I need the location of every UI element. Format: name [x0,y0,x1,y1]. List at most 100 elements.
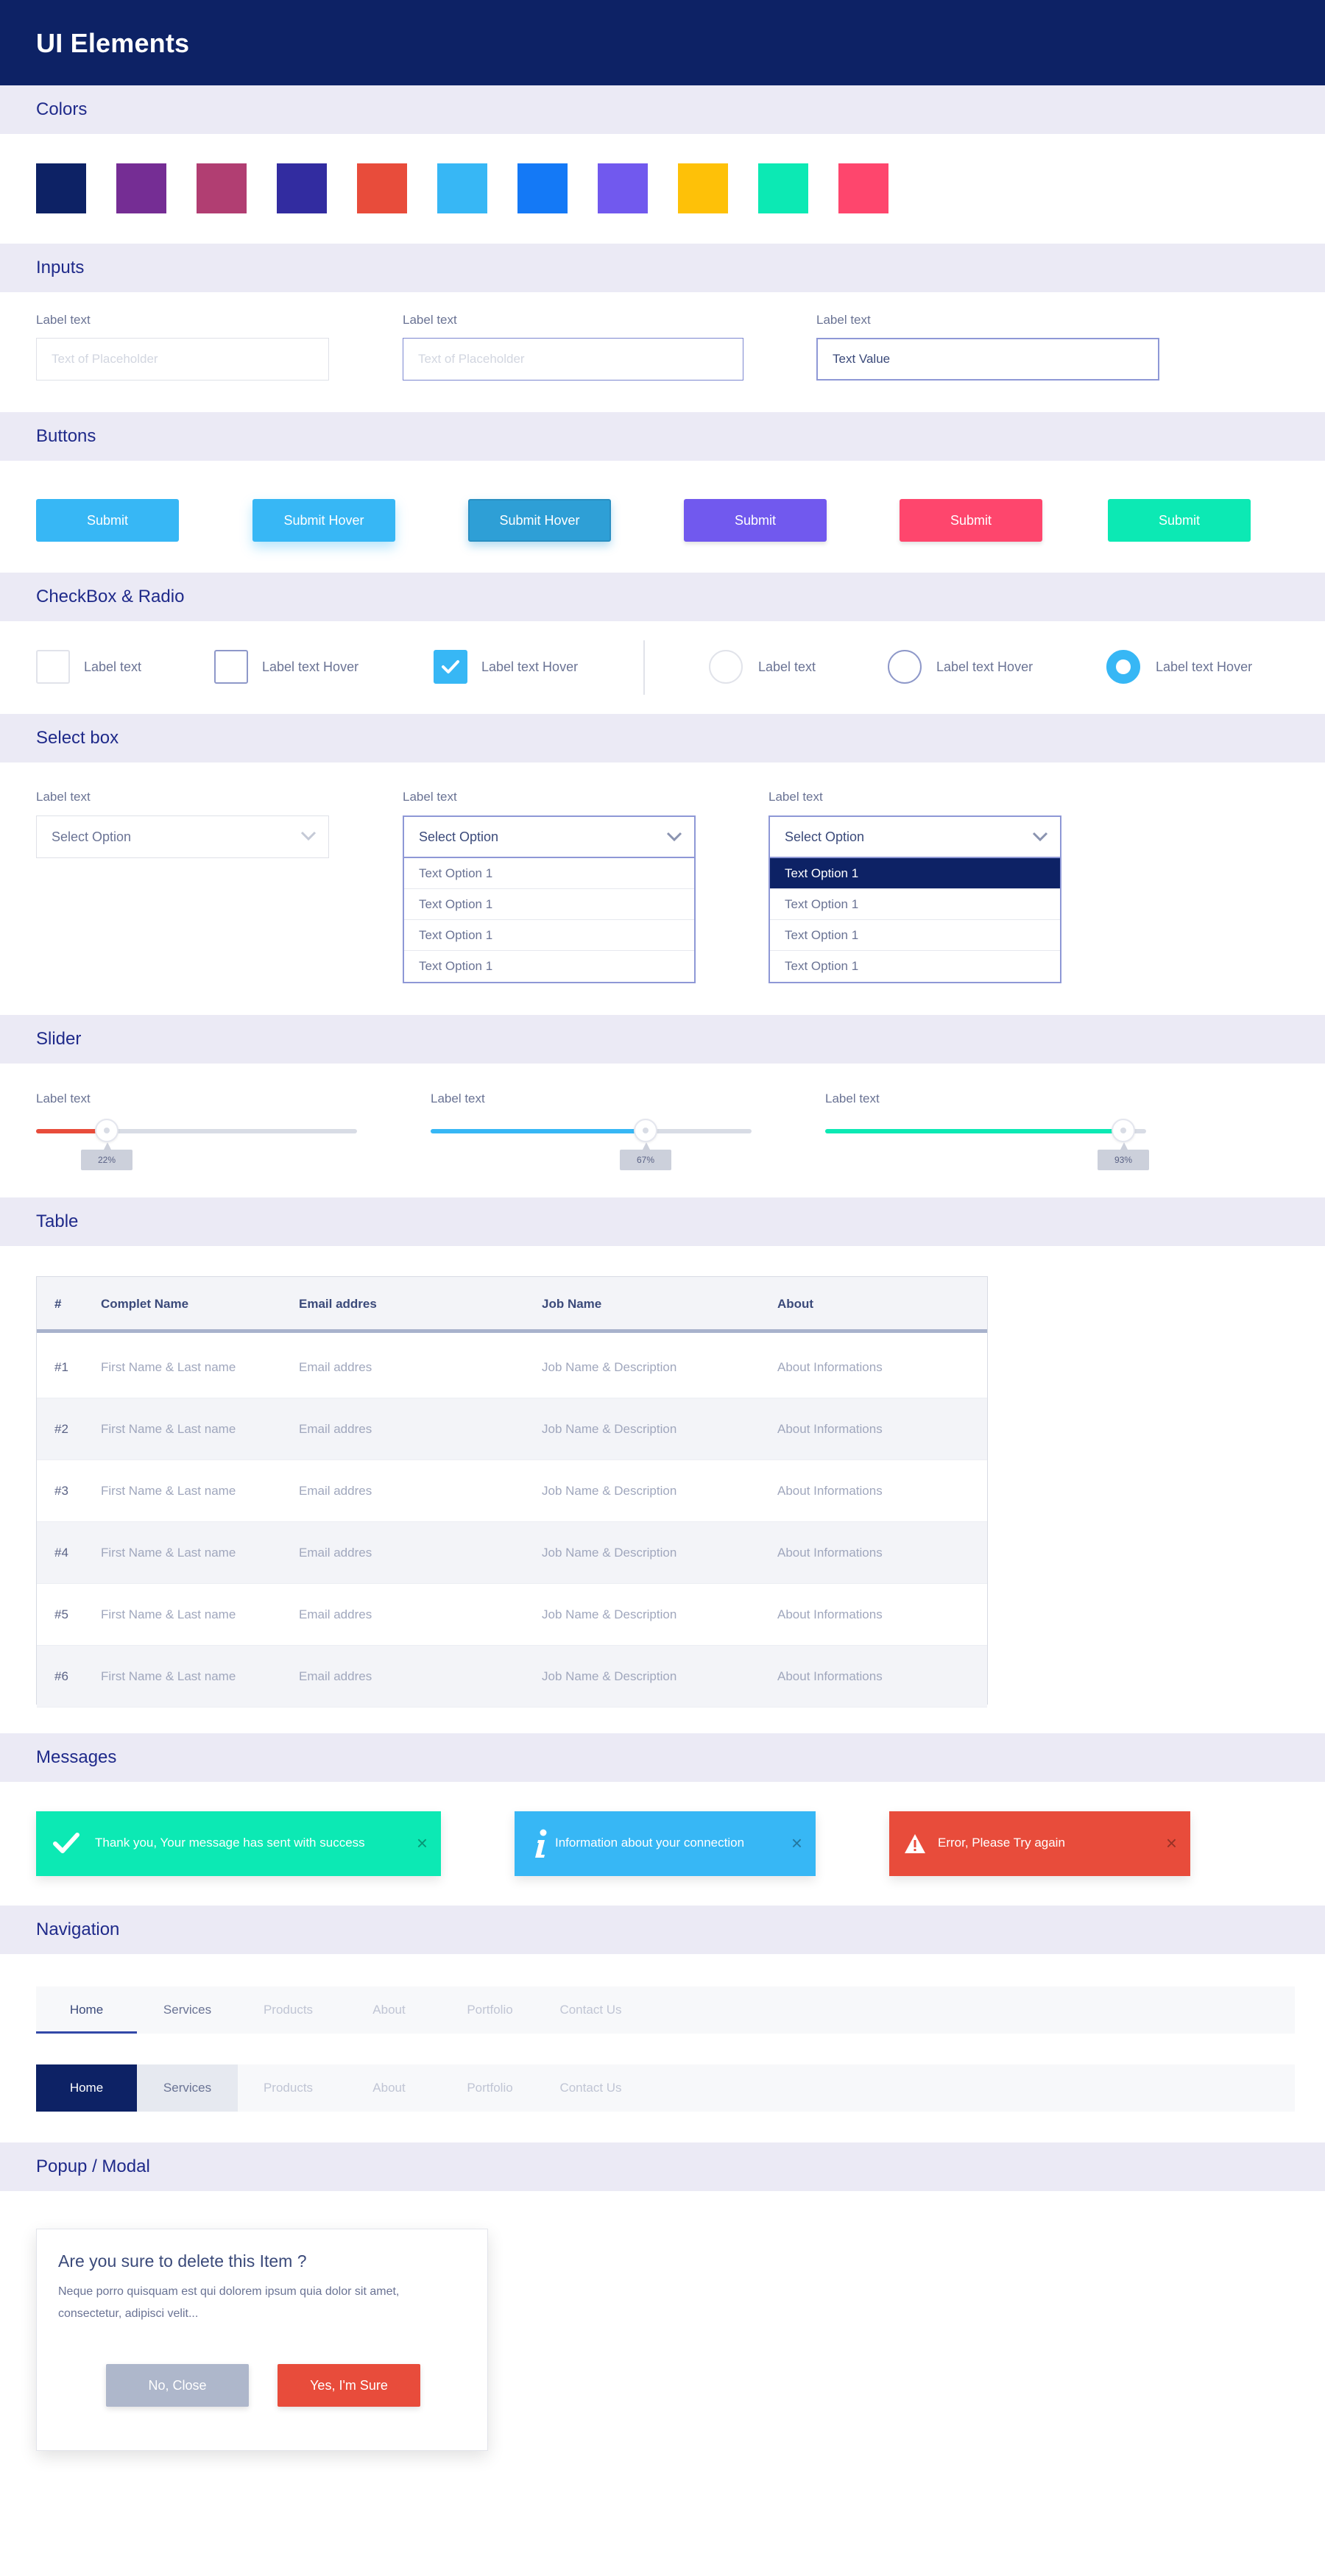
color-swatch [517,163,568,213]
text-input-default[interactable]: Text of Placeholder [36,338,329,381]
table-header: # Complet Name Email addres Job Name Abo… [37,1277,987,1333]
color-swatch [116,163,166,213]
submit-button[interactable]: Submit [36,499,179,542]
table-cell: Job Name & Description [542,1669,677,1683]
nav-item-contact[interactable]: Contact Us [559,2003,622,2017]
color-swatch [437,163,487,213]
slider-handle[interactable] [95,1119,119,1142]
table-row: #4 First Name & Last name Email addres Job … [37,1522,987,1584]
slider-label: Label text [431,1091,485,1105]
input-label: Label text [816,313,871,327]
section-checkbox-radio: CheckBox & Radio [0,573,1325,621]
table-row: #2 First Name & Last name Email addres Job … [37,1398,987,1460]
message-text: Information about your connection [555,1836,745,1850]
select-label: Label text [36,790,91,804]
section-title: Popup / Modal [36,2156,150,2176]
submit-pressed-button[interactable]: Submit Hover [468,499,611,542]
close-icon[interactable]: × [1165,1832,1177,1854]
checkbox-hover[interactable] [214,650,248,684]
select-option[interactable]: Text Option 1 [770,920,1060,951]
submit-pink-button[interactable]: Submit [900,499,1042,542]
section-messages: Messages [0,1733,1325,1782]
close-icon[interactable]: × [791,1832,802,1854]
text-input-hover[interactable]: Text of Placeholder [403,338,743,381]
table-cell: About Informations [777,1607,883,1621]
checkbox-default[interactable] [36,650,70,684]
table-cell: Email addres [299,1669,372,1683]
section-select: Select box [0,714,1325,762]
nav-item-portfolio[interactable]: Portfolio [467,2081,513,2095]
column-header: # [54,1297,62,1311]
slider-track[interactable] [431,1119,752,1142]
slider-track[interactable] [825,1119,1146,1142]
nav-item-about[interactable]: About [372,2003,406,2017]
color-swatch [197,163,247,213]
table-cell: #2 [54,1422,68,1436]
checkbox-label: Label text Hover [481,659,579,674]
slider-handle[interactable] [634,1119,657,1142]
radio-hover[interactable] [888,650,922,684]
nav-item-home[interactable]: Home [36,2064,137,2112]
submit-purple-button[interactable]: Submit [684,499,827,542]
text-input-filled[interactable]: Text Value [816,338,1159,381]
radio-label: Label text [758,659,816,674]
select-option[interactable]: Text Option 1 [404,858,694,889]
select-option[interactable]: Text Option 1 [404,920,694,951]
page-title: UI Elements [36,28,190,58]
table-row: #6 First Name & Last name Email addres Job … [37,1646,987,1708]
submit-green-button[interactable]: Submit [1108,499,1251,542]
select-closed[interactable]: Select Option [36,815,329,858]
table-row: #1 First Name & Last name Email addres Job … [37,1337,987,1398]
select-open-selected[interactable]: Select Option [768,815,1061,858]
select-option[interactable]: Text Option 1 [419,959,493,973]
table-cell: Job Name & Description [542,1546,677,1560]
checkbox-checked[interactable] [434,650,467,684]
check-icon [53,1833,80,1853]
slider-fill [825,1129,1123,1133]
close-icon[interactable]: × [416,1832,428,1854]
table-cell: First Name & Last name [101,1607,236,1621]
success-message: Thank you, Your message has sent with su… [36,1811,441,1876]
select-option[interactable]: Text Option 1 [785,959,859,973]
nav-item-portfolio[interactable]: Portfolio [467,2003,513,2017]
nav-item-about[interactable]: About [372,2081,406,2095]
slider-value-tooltip: 93% [1098,1142,1149,1170]
checkbox-label: Label text [84,659,142,674]
checkmark-icon [442,660,459,673]
slider-label: Label text [825,1091,880,1105]
table-cell: About Informations [777,1484,883,1498]
no-close-button[interactable]: No, Close [106,2364,249,2407]
slider-track[interactable] [36,1119,357,1142]
radio-default[interactable] [709,650,743,684]
column-header: Email addres [299,1297,377,1311]
table-cell: First Name & Last name [101,1360,236,1374]
nav-item-products[interactable]: Products [263,2081,314,2095]
color-swatch [758,163,808,213]
chevron-down-icon [300,831,317,841]
slider-handle[interactable] [1112,1119,1135,1142]
radio-checked[interactable] [1106,650,1140,684]
submit-hover-button[interactable]: Submit Hover [252,499,395,542]
table-cell: #1 [54,1360,68,1374]
modal-title: Are you sure to delete this Item ? [58,2251,307,2271]
table-cell: About Informations [777,1360,883,1374]
select-open[interactable]: Select Option [403,815,696,858]
modal-body-line1: Neque porro quisquam est qui dolorem ips… [58,2285,400,2298]
nav-item-services[interactable]: Services [137,2064,238,2112]
section-navigation: Navigation [0,1906,1325,1954]
nav-underline: Home Services Products About Portfolio C… [36,1986,1295,2034]
radio-label: Label text Hover [936,659,1034,674]
table-row: #5 First Name & Last name Email addres Job … [37,1584,987,1646]
select-option[interactable]: Text Option 1 [404,889,694,920]
select-label: Label text [403,790,457,804]
nav-item-home[interactable]: Home [36,1986,137,2034]
select-option[interactable]: Text Option 1 [770,889,1060,920]
section-title: Buttons [36,426,96,446]
color-swatch [36,163,86,213]
nav-item-products[interactable]: Products [263,2003,314,2017]
nav-item-services[interactable]: Services [163,2003,212,2017]
column-header: Job Name [542,1297,602,1311]
select-option-selected[interactable]: Text Option 1 [770,858,1060,889]
yes-sure-button[interactable]: Yes, I'm Sure [278,2364,420,2407]
nav-item-contact[interactable]: Contact Us [559,2081,622,2095]
